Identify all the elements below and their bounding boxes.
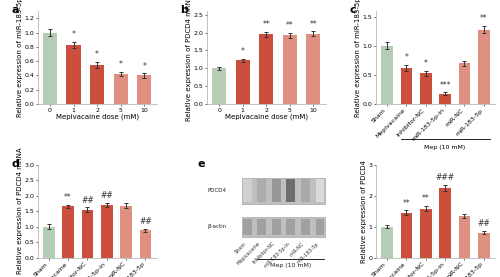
Text: Inhibitor-NC: Inhibitor-NC	[252, 241, 276, 265]
Text: Mep (10 mM): Mep (10 mM)	[270, 263, 312, 268]
Y-axis label: Relative expression of PDCD4 mRNA: Relative expression of PDCD4 mRNA	[186, 0, 192, 121]
Text: Sham: Sham	[234, 241, 247, 254]
Text: **: **	[422, 194, 430, 203]
Bar	[212, 68, 226, 104]
Bar	[301, 219, 310, 235]
Text: PDCD4: PDCD4	[208, 188, 227, 193]
Bar	[400, 213, 412, 258]
Bar	[66, 45, 80, 104]
X-axis label: Mepivacaine dose (mM): Mepivacaine dose (mM)	[224, 114, 308, 120]
Bar	[478, 233, 490, 258]
Text: miR-183-5p-in: miR-183-5p-in	[262, 241, 291, 269]
Text: *: *	[404, 53, 408, 62]
Bar	[458, 63, 470, 104]
Bar	[90, 65, 104, 104]
Text: **: **	[310, 20, 317, 29]
Bar	[236, 60, 250, 104]
Text: ##: ##	[100, 191, 113, 200]
Bar	[478, 30, 490, 104]
Text: e: e	[197, 159, 204, 169]
Y-axis label: Relative expression of PDCD4 mRNA: Relative expression of PDCD4 mRNA	[17, 148, 23, 275]
Bar	[120, 206, 132, 258]
Text: **: **	[64, 193, 72, 202]
Bar	[242, 178, 324, 204]
Bar	[43, 33, 57, 104]
Bar	[140, 230, 151, 258]
Bar	[420, 73, 432, 104]
Bar	[258, 179, 266, 202]
Y-axis label: Relative expression of miR-183-5p: Relative expression of miR-183-5p	[355, 0, 361, 117]
Bar	[272, 179, 280, 202]
Text: a: a	[12, 6, 19, 16]
Text: Mepivacaine: Mepivacaine	[236, 241, 262, 266]
Text: ###: ###	[436, 173, 454, 182]
Text: *: *	[424, 59, 428, 68]
Text: **: **	[286, 22, 294, 30]
Bar	[316, 179, 324, 202]
Bar	[43, 227, 54, 258]
Bar	[306, 34, 320, 104]
Bar	[101, 205, 112, 258]
Text: Mep (10 mM): Mep (10 mM)	[424, 145, 466, 150]
Text: **: **	[262, 20, 270, 29]
Text: ##: ##	[139, 217, 152, 226]
Text: b: b	[180, 6, 188, 16]
Text: ##: ##	[478, 219, 490, 229]
Text: *: *	[142, 61, 146, 71]
Bar	[316, 219, 324, 235]
Text: **: **	[480, 14, 488, 23]
Text: c: c	[350, 6, 356, 16]
Bar	[243, 179, 252, 202]
Bar	[114, 74, 128, 104]
Text: miR-NC: miR-NC	[289, 241, 306, 257]
Bar	[440, 188, 451, 258]
Bar	[286, 179, 295, 202]
Bar	[286, 219, 295, 235]
Bar	[420, 209, 432, 258]
Text: *: *	[72, 30, 76, 39]
Bar	[440, 94, 451, 104]
Text: *: *	[241, 47, 244, 56]
Bar	[272, 219, 280, 235]
Y-axis label: Relative expression of miR-183-5p: Relative expression of miR-183-5p	[17, 0, 23, 117]
Bar	[400, 68, 412, 104]
Bar	[243, 219, 252, 235]
Text: d: d	[12, 159, 19, 169]
Bar	[301, 179, 310, 202]
Text: *: *	[95, 50, 99, 59]
Text: ***: ***	[440, 81, 451, 90]
Bar	[242, 217, 324, 237]
Text: **: **	[402, 199, 410, 208]
Bar	[282, 35, 297, 104]
Bar	[382, 227, 393, 258]
Bar	[382, 46, 393, 104]
Bar	[258, 219, 266, 235]
Bar	[62, 206, 74, 258]
Text: ##: ##	[81, 196, 94, 205]
Y-axis label: Relative expression of PDCD4: Relative expression of PDCD4	[361, 160, 367, 263]
Text: *: *	[118, 60, 122, 69]
X-axis label: Mepivacaine dose (mM): Mepivacaine dose (mM)	[56, 114, 138, 120]
Bar	[82, 209, 93, 258]
Text: β-actin: β-actin	[208, 224, 227, 229]
Bar	[259, 34, 274, 104]
Bar	[458, 216, 470, 258]
Bar	[137, 76, 151, 104]
Text: miR-183-5p: miR-183-5p	[296, 241, 320, 265]
